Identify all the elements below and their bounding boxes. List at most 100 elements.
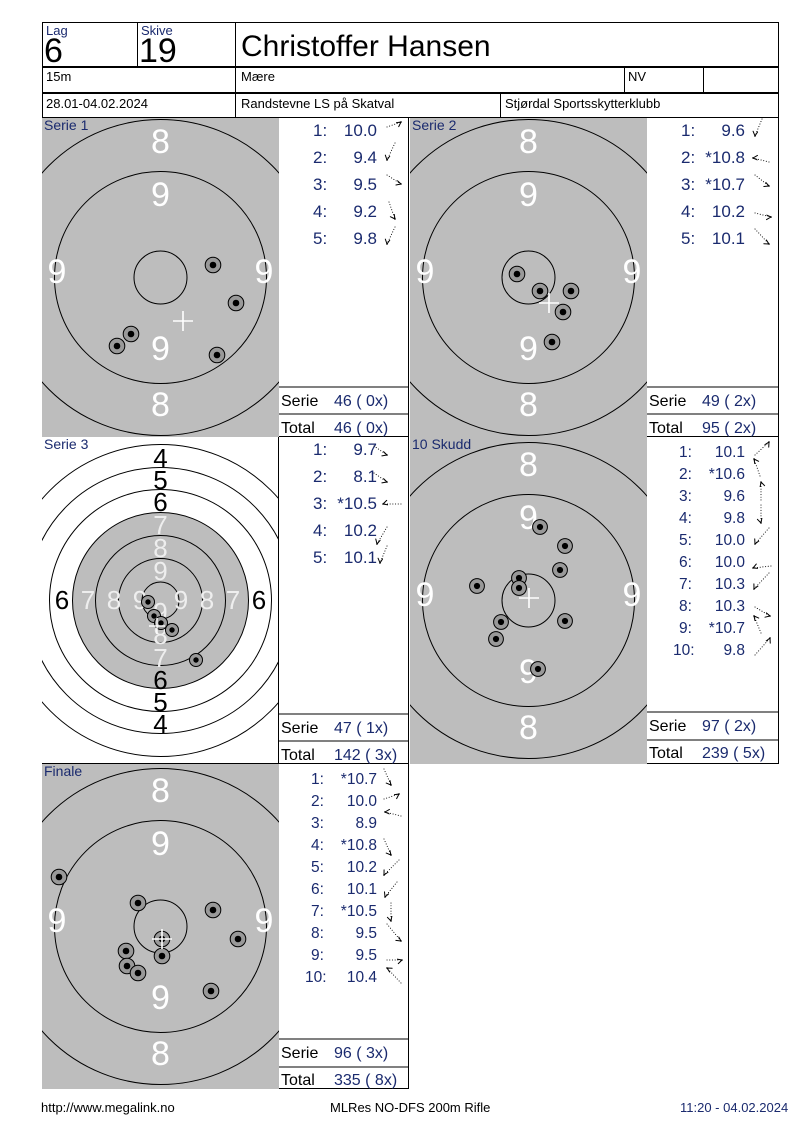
svg-text:335 ( 8x): 335 ( 8x) [334, 1072, 397, 1089]
svg-text:4:: 4: [679, 510, 692, 527]
svg-text:10.1: 10.1 [344, 548, 377, 567]
svg-text:1:: 1: [681, 121, 695, 140]
svg-text:9.8: 9.8 [353, 229, 377, 248]
svg-text:*10.7: *10.7 [341, 771, 377, 788]
svg-text:3:: 3: [313, 175, 327, 194]
svg-text:7:: 7: [311, 903, 324, 920]
svg-text:*10.5: *10.5 [337, 494, 377, 513]
svg-text:Serie 3: Serie 3 [44, 437, 89, 452]
svg-text:4:: 4: [313, 202, 327, 221]
svg-text:8: 8 [519, 386, 538, 424]
svg-text:10.0: 10.0 [715, 554, 746, 571]
svg-text:6: 6 [55, 585, 69, 615]
svg-text:9: 9 [416, 253, 435, 291]
svg-text:10:: 10: [673, 642, 695, 659]
svg-text:8: 8 [519, 123, 538, 161]
svg-text:2:: 2: [313, 467, 327, 486]
svg-text:Total: Total [281, 747, 315, 764]
svg-text:7:: 7: [679, 576, 692, 593]
svg-text:1:: 1: [313, 121, 327, 140]
svg-text:3:: 3: [313, 494, 327, 513]
svg-text:9: 9 [151, 330, 170, 368]
svg-text:8: 8 [519, 709, 538, 747]
svg-text:3:: 3: [311, 815, 324, 832]
svg-text:Serie: Serie [649, 393, 686, 410]
svg-text:9.5: 9.5 [355, 947, 377, 964]
svg-text:6: 6 [252, 585, 266, 615]
svg-text:9.2: 9.2 [353, 202, 377, 221]
svg-text:8: 8 [519, 446, 538, 484]
svg-text:10.1: 10.1 [347, 881, 377, 898]
svg-text:8: 8 [151, 386, 170, 424]
svg-text:Total: Total [281, 420, 315, 437]
svg-text:9: 9 [519, 176, 538, 214]
svg-text:9: 9 [255, 253, 274, 291]
svg-text:9: 9 [255, 902, 274, 940]
svg-text:*10.8: *10.8 [341, 837, 377, 854]
svg-text:2:: 2: [681, 148, 695, 167]
svg-text:8: 8 [151, 123, 170, 161]
svg-text:Total: Total [281, 1072, 315, 1089]
svg-text:9:: 9: [679, 620, 692, 637]
svg-text:4:: 4: [313, 521, 327, 540]
svg-text:5:: 5: [679, 532, 692, 549]
svg-text:46 ( 0x): 46 ( 0x) [334, 393, 388, 410]
svg-text:10.1: 10.1 [712, 229, 745, 248]
svg-text:7: 7 [81, 585, 95, 615]
svg-text:8: 8 [151, 1035, 170, 1073]
svg-text:Total: Total [649, 745, 683, 762]
svg-text:47 ( 1x): 47 ( 1x) [334, 720, 388, 737]
svg-text:9: 9 [623, 253, 642, 291]
svg-text:2:: 2: [679, 466, 692, 483]
svg-text:9: 9 [151, 825, 170, 863]
svg-text:5:: 5: [311, 859, 324, 876]
svg-text:9: 9 [174, 585, 188, 615]
svg-text:8:: 8: [311, 925, 324, 942]
svg-text:9:: 9: [311, 947, 324, 964]
svg-text:10.2: 10.2 [712, 202, 745, 221]
svg-text:9: 9 [48, 902, 67, 940]
svg-text:1:: 1: [311, 771, 324, 788]
svg-text:*10.5: *10.5 [341, 903, 377, 920]
svg-text:5:: 5: [313, 548, 327, 567]
svg-text:9.6: 9.6 [721, 121, 745, 140]
svg-text:10.1: 10.1 [715, 444, 745, 461]
svg-text:Serie 1: Serie 1 [44, 118, 89, 133]
svg-text:10.4: 10.4 [347, 969, 378, 986]
svg-text:8: 8 [107, 585, 121, 615]
svg-text:9: 9 [48, 253, 67, 291]
svg-text:Serie: Serie [281, 1045, 318, 1062]
svg-text:97 ( 2x): 97 ( 2x) [702, 718, 756, 735]
svg-text:1:: 1: [313, 440, 327, 459]
svg-text:*10.6: *10.6 [709, 466, 745, 483]
svg-text:9.5: 9.5 [353, 175, 377, 194]
svg-text:*10.8: *10.8 [705, 148, 745, 167]
svg-text:9: 9 [153, 556, 167, 586]
svg-text:10.3: 10.3 [715, 598, 745, 615]
svg-text:10.0: 10.0 [347, 793, 378, 810]
svg-text:Serie 2: Serie 2 [412, 118, 457, 133]
svg-text:239 ( 5x): 239 ( 5x) [702, 745, 765, 762]
svg-text:10.2: 10.2 [344, 521, 377, 540]
svg-text:7: 7 [226, 585, 240, 615]
svg-text:9.7: 9.7 [353, 440, 377, 459]
svg-text:2:: 2: [313, 148, 327, 167]
svg-text:5:: 5: [313, 229, 327, 248]
svg-text:9.4: 9.4 [353, 148, 377, 167]
svg-text:8: 8 [200, 585, 214, 615]
svg-text:4:: 4: [311, 837, 324, 854]
svg-text:142 ( 3x): 142 ( 3x) [334, 747, 397, 764]
svg-text:8: 8 [151, 772, 170, 810]
svg-text:9: 9 [519, 330, 538, 368]
svg-text:Serie: Serie [281, 393, 318, 410]
svg-text:9.8: 9.8 [723, 510, 745, 527]
svg-text:3:: 3: [681, 175, 695, 194]
svg-text:Serie: Serie [649, 718, 686, 735]
svg-text:8.9: 8.9 [355, 815, 377, 832]
svg-text:46 ( 0x): 46 ( 0x) [334, 420, 388, 437]
svg-text:9.8: 9.8 [723, 642, 745, 659]
svg-text:2:: 2: [311, 793, 324, 810]
svg-text:10.0: 10.0 [344, 121, 377, 140]
svg-text:3:: 3: [679, 488, 692, 505]
svg-text:9.5: 9.5 [355, 925, 377, 942]
